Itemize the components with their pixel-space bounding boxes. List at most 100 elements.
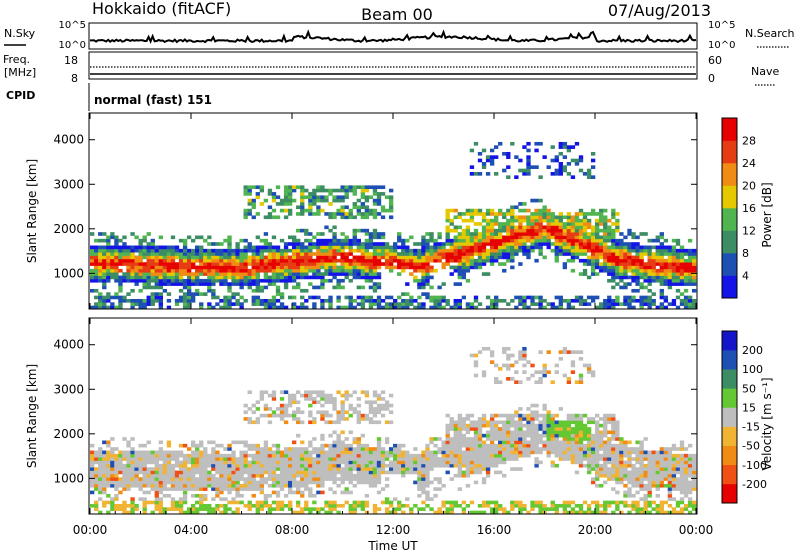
velocity-cell bbox=[280, 504, 284, 508]
velocity-cell bbox=[401, 461, 405, 465]
power-cell bbox=[462, 232, 466, 236]
velocity-cell bbox=[102, 501, 106, 505]
power-cell bbox=[534, 165, 538, 169]
velocity-cell bbox=[239, 487, 243, 491]
velocity-cell bbox=[106, 457, 110, 461]
velocity-cell bbox=[175, 504, 179, 508]
power-cell bbox=[231, 282, 235, 286]
velocity-cell bbox=[345, 390, 349, 394]
velocity-cell bbox=[446, 447, 450, 451]
power-cell bbox=[361, 272, 365, 276]
power-cell bbox=[340, 269, 344, 273]
velocity-cell bbox=[143, 504, 147, 508]
velocity-cell bbox=[312, 390, 316, 394]
velocity-cell bbox=[425, 457, 429, 461]
power-cell bbox=[615, 225, 619, 229]
velocity-cell bbox=[377, 404, 381, 408]
power-cell bbox=[595, 239, 599, 243]
power-cell bbox=[272, 209, 276, 213]
power-cell bbox=[207, 252, 211, 256]
power-cell bbox=[308, 209, 312, 213]
power-cell bbox=[256, 282, 260, 286]
power-cell bbox=[167, 246, 171, 250]
velocity-cell bbox=[575, 427, 579, 431]
velocity-cell bbox=[446, 437, 450, 441]
power-cell bbox=[490, 222, 494, 226]
velocity-cell bbox=[466, 427, 470, 431]
velocity-cell bbox=[458, 464, 462, 468]
power-cell bbox=[239, 262, 243, 266]
velocity-cell bbox=[328, 474, 332, 478]
power-cell bbox=[296, 205, 300, 209]
power-cell bbox=[454, 225, 458, 229]
velocity-cell bbox=[340, 400, 344, 404]
velocity-cell bbox=[433, 437, 437, 441]
velocity-cell bbox=[551, 464, 555, 468]
power-cell bbox=[312, 272, 316, 276]
velocity-cell bbox=[340, 491, 344, 495]
power-cell bbox=[417, 282, 421, 286]
power-cell bbox=[599, 215, 603, 219]
power-cell bbox=[300, 289, 304, 293]
velocity-cell bbox=[244, 461, 248, 465]
power-cell bbox=[559, 252, 563, 256]
power-cell bbox=[587, 246, 591, 250]
power-cell bbox=[264, 266, 268, 270]
power-cell bbox=[288, 276, 292, 280]
velocity-cell bbox=[308, 487, 312, 491]
power-cell bbox=[353, 185, 357, 189]
power-cell bbox=[454, 249, 458, 253]
power-cell bbox=[227, 276, 231, 280]
velocity-cell bbox=[122, 467, 126, 471]
power-cell bbox=[563, 299, 567, 303]
velocity-cell bbox=[316, 467, 320, 471]
velocity-cell bbox=[373, 474, 377, 478]
power-cell bbox=[292, 242, 296, 246]
velocity-cell bbox=[417, 474, 421, 478]
power-cell bbox=[102, 296, 106, 300]
velocity-cell bbox=[272, 454, 276, 458]
power-cell bbox=[227, 236, 231, 240]
velocity-cell bbox=[90, 504, 94, 508]
power-cell bbox=[280, 279, 284, 283]
velocity-cell bbox=[264, 464, 268, 468]
power-cell bbox=[365, 276, 369, 280]
power-cell bbox=[526, 165, 530, 169]
velocity-cell bbox=[312, 467, 316, 471]
power-cell bbox=[272, 249, 276, 253]
velocity-cell bbox=[591, 481, 595, 485]
power-cell bbox=[575, 212, 579, 216]
velocity-cell bbox=[316, 471, 320, 475]
velocity-cell bbox=[252, 474, 256, 478]
power-cell bbox=[292, 272, 296, 276]
velocity-cell bbox=[571, 350, 575, 354]
velocity-cell bbox=[450, 461, 454, 465]
power-cell bbox=[538, 209, 542, 213]
power-cell bbox=[235, 246, 239, 250]
power-cell bbox=[575, 239, 579, 243]
velocity-cell bbox=[373, 394, 377, 398]
velocity-cell bbox=[155, 464, 159, 468]
velocity-cell bbox=[304, 447, 308, 451]
power-cell bbox=[288, 189, 292, 193]
velocity-cell bbox=[555, 464, 559, 468]
velocity-cell bbox=[482, 457, 486, 461]
velocity-cell bbox=[547, 410, 551, 414]
velocity-cell bbox=[551, 447, 555, 451]
velocity-cell bbox=[377, 474, 381, 478]
power-cell bbox=[643, 276, 647, 280]
power-cell bbox=[494, 252, 498, 256]
velocity-cell bbox=[458, 434, 462, 438]
power-cell bbox=[264, 286, 268, 290]
power-cell bbox=[522, 225, 526, 229]
power-cell bbox=[300, 189, 304, 193]
power-cell bbox=[369, 266, 373, 270]
power-cell bbox=[559, 299, 563, 303]
power-cell bbox=[478, 222, 482, 226]
power-cell bbox=[130, 269, 134, 273]
power-cell bbox=[199, 266, 203, 270]
power-cell bbox=[126, 252, 130, 256]
power-cell bbox=[409, 302, 413, 306]
power-cell bbox=[288, 272, 292, 276]
power-cell bbox=[551, 229, 555, 233]
